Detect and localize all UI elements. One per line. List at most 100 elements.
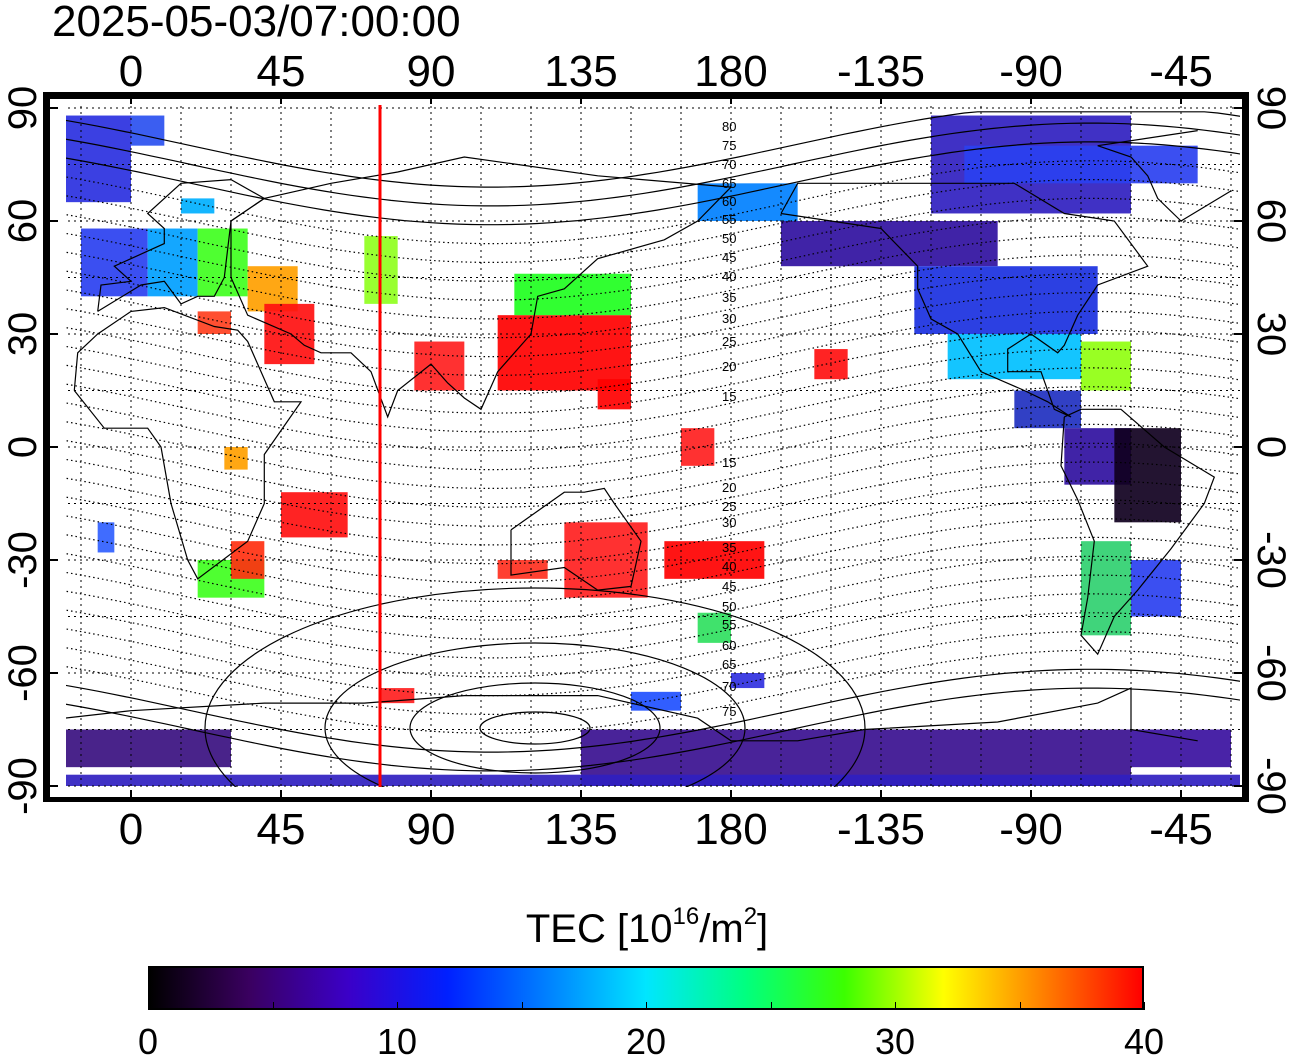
mlat-contour [66,310,1240,395]
mlat-contour [66,235,1240,320]
tec-region [731,673,765,689]
coastline [66,687,1198,742]
mlat-contour [66,254,1240,339]
mlat-contour [66,197,1240,282]
top-axis-bar [49,92,1243,98]
contour-label: 15 [722,455,736,470]
mlat-contour-south-pole [204,587,866,787]
mlat-contour-south-pole [479,711,591,745]
tec-region [631,691,681,711]
colorbar-tick-label: 30 [874,1021,916,1062]
contour-label: 55 [722,617,736,632]
lon-tick-label-bottom: -45 [1149,805,1213,854]
tec-region [264,303,315,365]
colorbar-title-unit-exponent: 2 [743,903,758,930]
tec-region [414,341,465,391]
colorbar-tick-label: 0 [137,1021,159,1062]
tec-region [947,334,1081,380]
mlat-contour [66,216,1240,301]
colorbar-tick-mark [272,1002,274,1010]
mlat-contour [66,442,1240,527]
lon-tick-label-top: -90 [999,47,1063,96]
contour-label: 35 [722,290,736,305]
lon-tick-label-top: -135 [837,47,925,96]
lon-tick-label-bottom: 45 [257,805,306,854]
lon-tick-label-top: 45 [257,47,306,96]
lon-tick-label-top: 90 [407,47,456,96]
mlat-contour [66,141,1240,226]
lon-tick-label-top: 0 [119,47,143,96]
contour-label: 40 [722,559,736,574]
contour-label: 60 [722,638,736,653]
mlat-contour [66,111,1240,188]
contour-label: 75 [722,704,736,719]
tec-region [66,729,231,768]
contour-label: 45 [722,579,736,594]
tec-region [131,115,165,146]
mlat-contour [66,273,1240,358]
mlat-contour [66,461,1240,546]
lon-tick-label-bottom: -135 [837,805,925,854]
mlat-contour [66,649,1240,734]
mlat-contour [66,536,1240,621]
lat-tick-label-left: -60 [1,644,45,702]
contour-label: 35 [722,540,736,555]
mlat-contour [66,423,1240,508]
colorbar-tick-mark [1144,1002,1145,1010]
contour-label: 70 [722,679,736,694]
colorbar-title-end: ] [757,907,769,951]
lon-tick-label-top: -45 [1149,47,1213,96]
lat-tick-label-right: 90 [1249,86,1293,131]
contour-label: 70 [722,157,736,172]
tec-region [381,688,415,704]
tec-region [224,447,248,470]
mlat-contour [66,122,1240,207]
lon-tick-label-bottom: 0 [119,805,143,854]
mlat-contour [66,405,1240,489]
colorbar-tick-mark [770,1002,772,1010]
contour-label: 50 [722,599,736,614]
colorbar-tick-mark [397,1002,398,1010]
mlat-contour [66,329,1240,414]
contour-label: 30 [722,311,736,326]
contour-label: 50 [722,231,736,246]
lat-tick-label-left: 60 [1,199,45,244]
contour-label: 20 [722,480,736,495]
colorbar-tick-mark [1019,1002,1021,1010]
mlat-contour [66,348,1240,433]
tec-region [1114,428,1181,523]
tec-data-layer [66,115,1240,786]
colorbar-title-exponent: 16 [672,903,700,930]
coastline [1060,408,1216,656]
contour-label: 25 [722,334,736,349]
tec-region [697,612,731,643]
lat-tick-label-left: -30 [1,531,45,589]
bottom-axis-bar [49,798,1243,802]
colorbar-tick-label: 40 [1123,1021,1165,1062]
tec-region [181,198,215,214]
mlat-contour-south-pole [409,682,661,774]
lon-tick-label-bottom: 135 [544,805,617,854]
lat-tick-label-right: -60 [1249,644,1293,702]
contour-label: 75 [722,138,736,153]
lon-tick-label-bottom: 180 [694,805,767,854]
lon-tick-label-top: 135 [544,47,617,96]
lon-tick-label-bottom: 90 [407,805,456,854]
grid-lines [66,103,1240,787]
colorbar-title-main: TEC [10 [525,907,673,951]
tec-region [1014,390,1081,429]
mlat-contour [66,631,1240,715]
colorbar-tick-mark [521,1002,523,1010]
colorbar-tick-mark [895,1002,896,1010]
mlat-contour [66,160,1240,245]
tec-region [514,273,631,316]
tec-region [497,315,631,391]
contour-label: 60 [722,194,736,209]
lat-tick-label-left: 90 [1,86,45,131]
contour-label: 55 [722,212,736,227]
lat-tick-label-right: 30 [1249,312,1293,357]
mlat-contour [66,612,1240,697]
timestamp: 2025-05-03/07:00:00 [52,0,461,46]
lon-tick-label-top: 180 [694,47,767,96]
mlat-contour [66,518,1240,602]
